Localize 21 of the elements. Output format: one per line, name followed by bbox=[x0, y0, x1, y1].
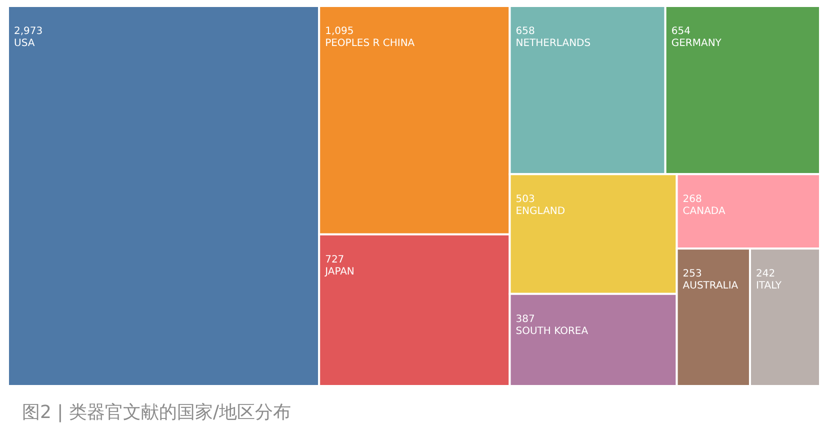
category-label: SOUTH KOREA bbox=[516, 326, 588, 337]
data-label: 658 bbox=[516, 26, 535, 37]
category-label: NETHERLANDS bbox=[516, 38, 591, 49]
data-label: 654 bbox=[671, 26, 690, 37]
category-label: PEOPLES R CHINA bbox=[325, 38, 415, 49]
data-label: 387 bbox=[516, 314, 535, 325]
category-label: ITALY bbox=[756, 280, 782, 292]
category-label: CANADA bbox=[682, 206, 726, 218]
data-label: 253 bbox=[682, 268, 702, 280]
category-label: USA bbox=[14, 38, 35, 49]
text: 图2 | 类器官文献的国家/地区分布 bbox=[22, 402, 292, 423]
data-label: 503 bbox=[516, 194, 535, 206]
data-label: 2,973 bbox=[14, 26, 43, 37]
category-label: ENGLAND bbox=[516, 206, 566, 218]
data-label: 727 bbox=[325, 254, 344, 266]
data-label: 1,095 bbox=[325, 26, 354, 37]
category-label: GERMANY bbox=[671, 38, 722, 49]
category-label: JAPAN bbox=[324, 266, 354, 278]
category-label: AUSTRALIA bbox=[682, 280, 738, 292]
data-label: 268 bbox=[682, 194, 702, 206]
data-label: 242 bbox=[756, 268, 776, 280]
